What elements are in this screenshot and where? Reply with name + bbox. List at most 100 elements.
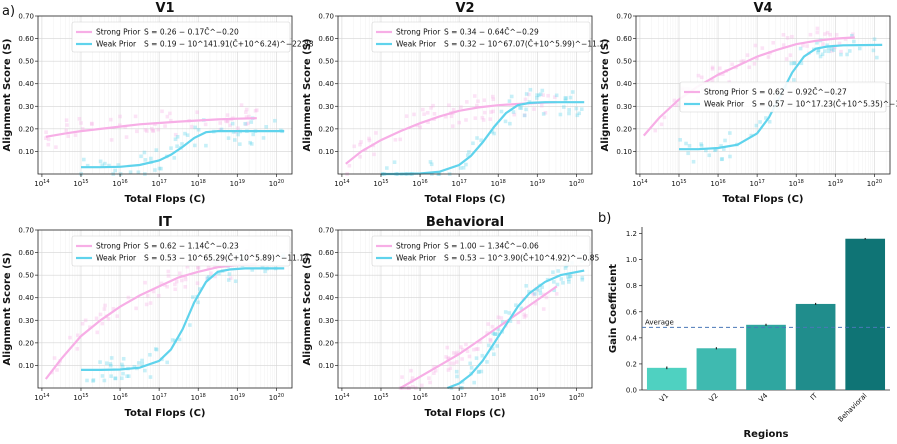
y-tick-label: 0.10 bbox=[18, 148, 34, 156]
legend-box bbox=[371, 235, 591, 267]
strong-prior-point bbox=[195, 110, 200, 115]
weak-prior-point bbox=[508, 121, 512, 126]
weak-prior-point bbox=[477, 369, 481, 374]
weak-prior-point bbox=[232, 138, 237, 142]
strong-prior-point bbox=[426, 120, 430, 124]
weak-prior-point bbox=[508, 319, 513, 323]
bar-v2 bbox=[696, 348, 737, 390]
strong-prior-point bbox=[488, 337, 493, 342]
weak-prior-point bbox=[230, 121, 235, 126]
strong-prior-point bbox=[781, 43, 786, 47]
strong-prior-point bbox=[404, 114, 409, 118]
x-tick-label: 1016 bbox=[710, 179, 725, 188]
weak-prior-point bbox=[102, 378, 107, 383]
strong-prior-point bbox=[244, 122, 248, 127]
weak-prior-point bbox=[792, 61, 797, 66]
weak-prior-point bbox=[816, 48, 821, 53]
strong-prior-point bbox=[173, 282, 177, 287]
strong-prior-point bbox=[428, 380, 432, 385]
legend-label-strong: Strong Prior bbox=[396, 242, 441, 251]
y-tick-label: 0.50 bbox=[318, 272, 334, 280]
strong-prior-point bbox=[543, 110, 548, 115]
strong-prior-point bbox=[455, 350, 460, 355]
weak-prior-point bbox=[154, 148, 159, 152]
bar-it bbox=[795, 303, 836, 390]
weak-prior-point bbox=[722, 147, 726, 151]
weak-prior-fit-line bbox=[81, 267, 285, 371]
weak-prior-point bbox=[260, 265, 265, 269]
legend-label-strong: Strong Prior bbox=[396, 28, 441, 37]
strong-prior-point bbox=[203, 122, 208, 127]
weak-prior-point bbox=[154, 347, 158, 351]
legend-box bbox=[71, 21, 291, 53]
strong-prior-point bbox=[165, 114, 170, 119]
weak-prior-point bbox=[799, 61, 804, 66]
strong-prior-point bbox=[173, 132, 178, 137]
weak-prior-point bbox=[826, 49, 831, 54]
strong-prior-point bbox=[446, 357, 451, 361]
weak-prior-point bbox=[678, 138, 682, 142]
weak-prior-point bbox=[507, 99, 512, 103]
x-tick-label: 1018 bbox=[491, 393, 506, 402]
strong-prior-point bbox=[372, 152, 376, 157]
strong-prior-point bbox=[710, 78, 715, 83]
weak-prior-point bbox=[263, 269, 267, 274]
weak-prior-point bbox=[852, 39, 856, 44]
strong-prior-point bbox=[429, 106, 433, 110]
legend-label-weak: Weak Prior bbox=[96, 40, 137, 49]
strong-prior-point bbox=[672, 98, 677, 103]
y-tick-label: 0.60 bbox=[616, 35, 632, 43]
strong-prior-point bbox=[145, 293, 150, 298]
weak-prior-point bbox=[217, 271, 221, 276]
strong-prior-point bbox=[145, 129, 149, 133]
strong-prior-point bbox=[446, 356, 451, 360]
weak-prior-point bbox=[165, 360, 170, 365]
strong-prior-point bbox=[785, 36, 790, 40]
panel-a-label: a) bbox=[2, 4, 15, 19]
weak-prior-point bbox=[429, 162, 434, 167]
weak-prior-point bbox=[185, 133, 190, 137]
weak-prior-point bbox=[535, 93, 539, 97]
strong-prior-point bbox=[432, 371, 436, 375]
strong-prior-point bbox=[815, 26, 820, 31]
strong-prior-point bbox=[246, 121, 250, 126]
strong-prior-point bbox=[741, 59, 746, 63]
strong-prior-point bbox=[739, 59, 744, 64]
weak-prior-point bbox=[552, 288, 556, 293]
weak-prior-point bbox=[519, 106, 524, 110]
strong-prior-point bbox=[460, 347, 465, 352]
weak-prior-fit-line bbox=[81, 130, 285, 169]
strong-prior-point bbox=[244, 107, 249, 112]
panel-b-label: b) bbox=[598, 211, 611, 226]
x-tick-label: 1019 bbox=[530, 393, 545, 402]
strong-prior-point bbox=[66, 134, 70, 139]
y-tick-label: 0.20 bbox=[18, 125, 34, 133]
weak-prior-point bbox=[154, 347, 159, 352]
strong-prior-point bbox=[662, 115, 667, 120]
weak-prior-point bbox=[540, 88, 545, 93]
strong-prior-point bbox=[451, 108, 456, 112]
x-tick-label: 1015 bbox=[671, 179, 686, 188]
strong-prior-point bbox=[205, 276, 210, 281]
weak-prior-point bbox=[192, 143, 197, 148]
strong-prior-point bbox=[710, 65, 715, 70]
strong-prior-point bbox=[156, 127, 161, 132]
gain-bar-chart: 0.0 0.2 0.4 0.6 0.8 1.0 1.2 V1 V2 V4 IT Behavioral A… bbox=[608, 227, 890, 440]
weak-prior-point bbox=[107, 163, 111, 168]
strong-prior-point bbox=[420, 107, 425, 112]
strong-prior-point bbox=[44, 136, 48, 140]
weak-prior-point bbox=[875, 55, 879, 60]
legend-box bbox=[371, 21, 591, 53]
strong-prior-point bbox=[472, 94, 477, 98]
weak-prior-point bbox=[496, 327, 501, 332]
strong-prior-point bbox=[247, 114, 251, 119]
strong-prior-point bbox=[225, 113, 230, 117]
strong-prior-point bbox=[454, 360, 459, 364]
strong-prior-point bbox=[781, 33, 786, 37]
strong-prior-fit-line bbox=[44, 262, 257, 380]
strong-prior-point bbox=[432, 112, 437, 116]
weak-prior-point bbox=[264, 125, 269, 129]
strong-prior-point bbox=[149, 126, 154, 131]
weak-prior-point bbox=[226, 136, 231, 140]
weak-prior-point bbox=[491, 331, 495, 336]
